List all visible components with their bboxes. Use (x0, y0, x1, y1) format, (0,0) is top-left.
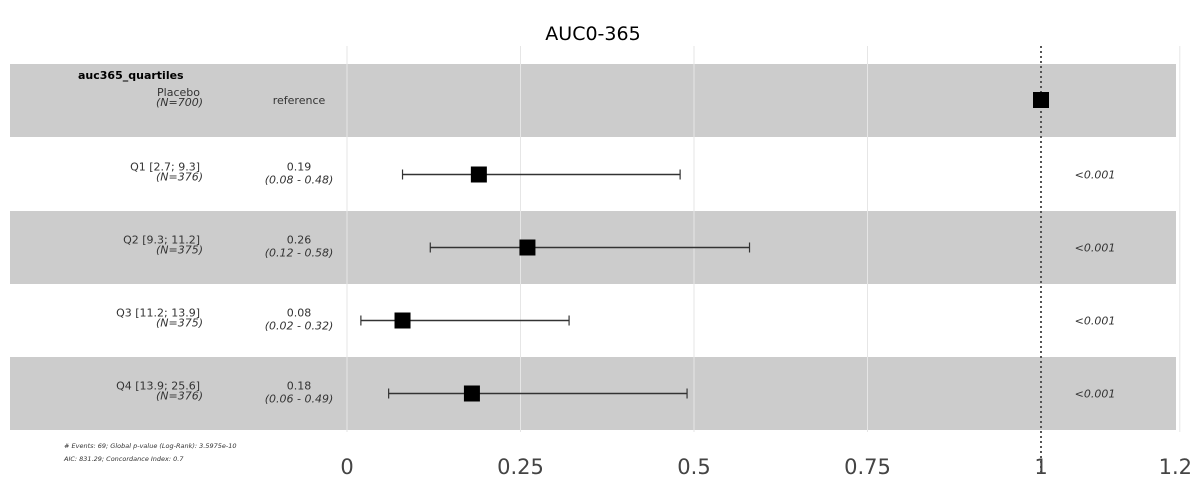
estimate-text: 0.26 (287, 234, 312, 247)
row-n: (N=375) (156, 317, 203, 330)
ci-text: (0.02 - 0.32) (265, 320, 334, 333)
estimate-marker (1033, 92, 1049, 108)
x-tick-label: 1.2 (1159, 455, 1192, 477)
row-n: (N=700) (156, 96, 203, 109)
row-label: Q2 [9.3; 11.2] (123, 234, 200, 247)
x-tick-label: 0 (340, 455, 353, 477)
row-n: (N=375) (156, 244, 203, 257)
estimate-text: 0.18 (287, 380, 312, 393)
ci-text: (0.08 - 0.48) (265, 174, 334, 187)
x-tick-label: 1 (1034, 455, 1047, 477)
row-n: (N=376) (156, 171, 203, 184)
row-n: (N=376) (156, 390, 203, 403)
estimate-marker (470, 166, 487, 183)
x-tick-label: 0.25 (497, 455, 544, 477)
p-value: <0.001 (1075, 388, 1116, 401)
row-label: Q4 [13.9; 25.6] (116, 380, 200, 393)
x-tick-label: 0.75 (844, 455, 891, 477)
row-label: Q1 [2.7; 9.3] (130, 161, 200, 174)
footnote-events: # Events: 69; Global p-value (Log-Rank):… (64, 442, 237, 450)
x-axis: 0 0.25 0.5 0.75 1 1.2 (340, 455, 1192, 477)
estimate-text: reference (273, 94, 326, 107)
estimate-marks (360, 92, 1049, 402)
p-value: <0.001 (1075, 169, 1116, 182)
estimate-marker (519, 239, 536, 256)
estimate-marker (394, 312, 411, 329)
x-tick-label: 0.5 (677, 455, 710, 477)
p-value: <0.001 (1075, 242, 1116, 255)
chart-title: AUC0-365 (545, 23, 640, 45)
ci-text: (0.06 - 0.49) (265, 393, 334, 406)
estimate-text: 0.08 (287, 307, 312, 320)
row-label: Placebo (157, 86, 200, 99)
footnote-aic: AIC: 831.29; Concordance Index: 0.7 (63, 455, 184, 463)
row-label: Q3 [11.2; 13.9] (116, 307, 200, 320)
group-label: auc365_quartiles (78, 69, 184, 82)
gridlines (346, 46, 1181, 432)
estimate-marker (463, 385, 480, 402)
p-value: <0.001 (1075, 315, 1116, 328)
ci-text: (0.12 - 0.58) (265, 247, 334, 260)
row-band (10, 64, 1176, 137)
estimate-text: 0.19 (287, 161, 312, 174)
